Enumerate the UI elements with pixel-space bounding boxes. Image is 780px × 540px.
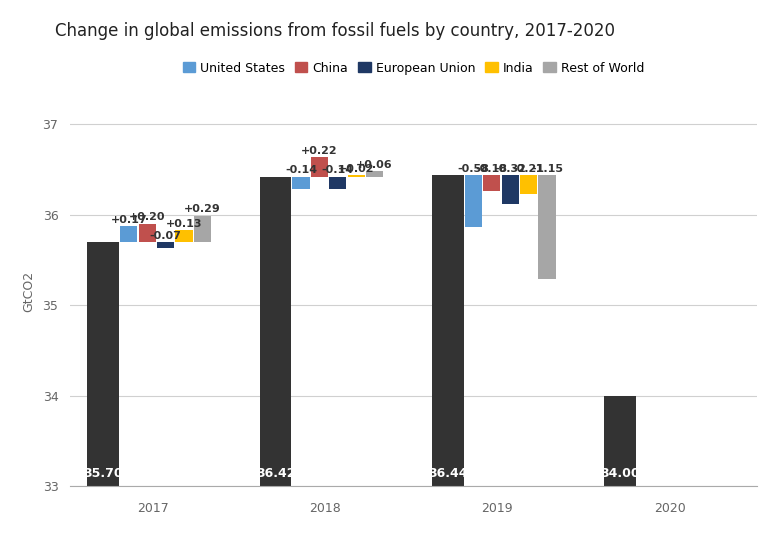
Bar xyxy=(87,242,119,486)
Text: +0.22: +0.22 xyxy=(301,145,338,156)
Text: +0.13: +0.13 xyxy=(165,219,202,229)
Bar xyxy=(520,175,537,194)
Bar xyxy=(465,175,482,227)
Bar xyxy=(176,230,193,242)
Text: -0.21: -0.21 xyxy=(512,164,544,173)
Bar xyxy=(329,177,346,190)
Bar xyxy=(120,226,137,242)
Text: -0.14: -0.14 xyxy=(322,165,354,176)
Text: 35.70: 35.70 xyxy=(83,467,123,480)
Text: -0.14: -0.14 xyxy=(285,165,317,176)
Y-axis label: GtCO2: GtCO2 xyxy=(23,271,36,312)
Text: -0.07: -0.07 xyxy=(150,231,182,240)
Text: -1.15: -1.15 xyxy=(531,164,563,173)
Bar xyxy=(502,175,519,204)
Text: Change in global emissions from fossil fuels by country, 2017-2020: Change in global emissions from fossil f… xyxy=(55,22,615,39)
Bar xyxy=(292,177,310,190)
Bar xyxy=(348,175,365,177)
Bar xyxy=(193,215,211,242)
Text: -0.58: -0.58 xyxy=(458,164,489,173)
Text: -0.18: -0.18 xyxy=(476,164,508,173)
Bar xyxy=(157,242,174,248)
Bar xyxy=(604,396,636,486)
Bar xyxy=(538,175,555,279)
Text: 34.00: 34.00 xyxy=(601,467,640,480)
Text: +0.20: +0.20 xyxy=(129,212,165,222)
Text: +0.29: +0.29 xyxy=(184,204,221,214)
Bar xyxy=(139,224,156,242)
Bar xyxy=(483,175,501,191)
Text: +0.17: +0.17 xyxy=(111,215,147,225)
Text: +0.06: +0.06 xyxy=(356,160,393,170)
Text: 36.42: 36.42 xyxy=(256,467,296,480)
Bar xyxy=(260,177,292,486)
Legend: United States, China, European Union, India, Rest of World: United States, China, European Union, In… xyxy=(178,57,649,80)
Text: 36.44: 36.44 xyxy=(428,467,468,480)
Bar xyxy=(311,157,328,177)
Text: -0.32: -0.32 xyxy=(495,164,526,173)
Bar xyxy=(366,171,383,177)
Text: +0.02: +0.02 xyxy=(338,164,374,173)
Bar xyxy=(432,175,463,486)
